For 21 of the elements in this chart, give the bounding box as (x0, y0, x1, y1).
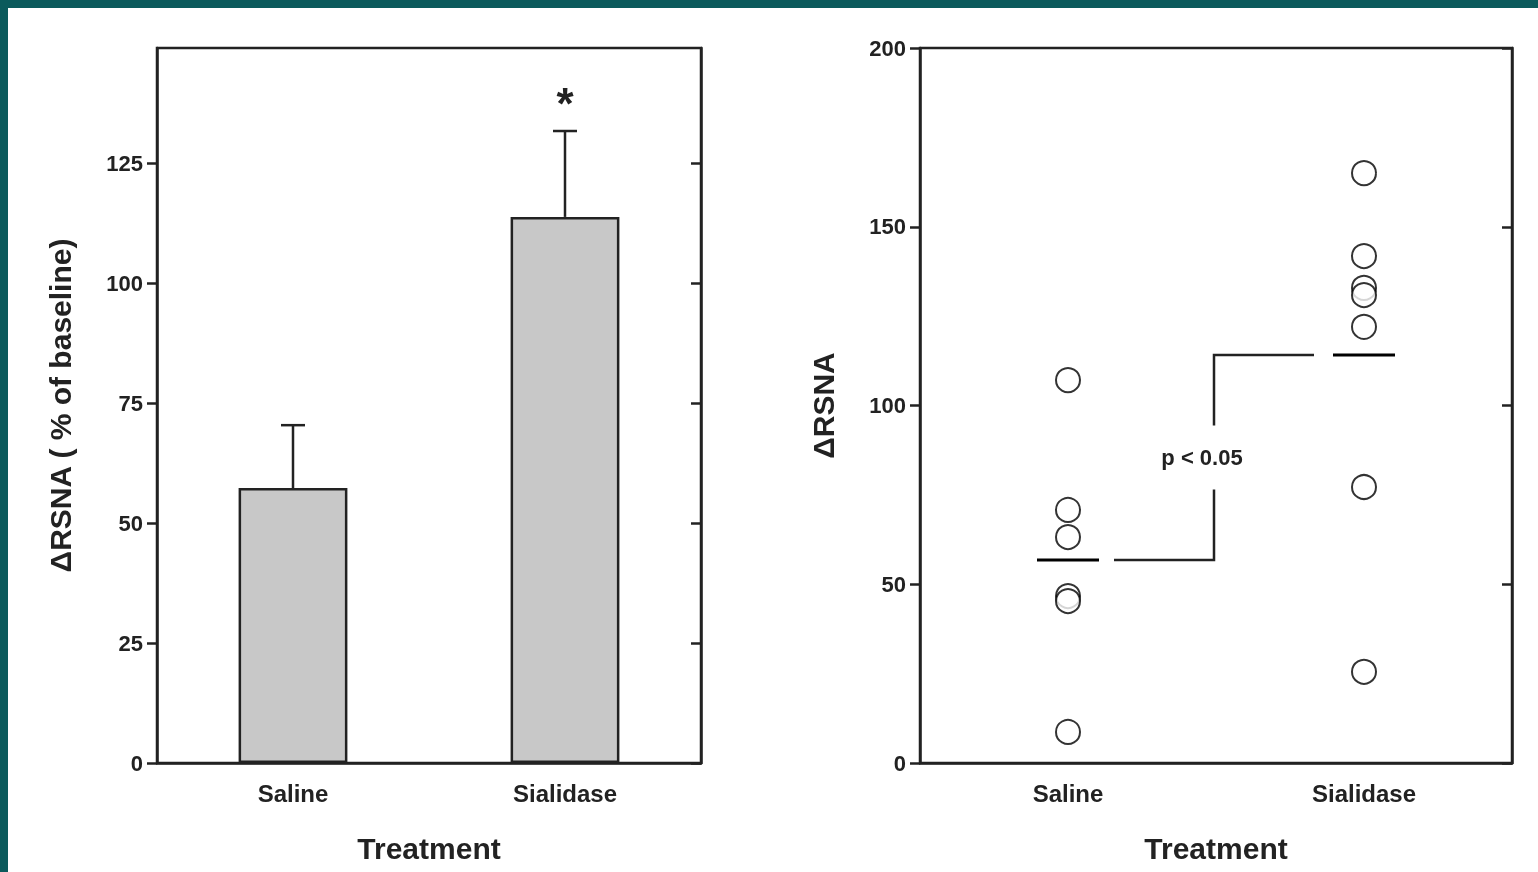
y-tick-label: 100 (869, 393, 906, 418)
annotation: * (556, 78, 575, 128)
y-tick-label: 75 (118, 390, 143, 416)
x-tick-label: Sialidase (1311, 779, 1417, 807)
annotation: p < 0.05 (1161, 445, 1243, 471)
y-axis-title: ΔRSNA ( % of baseline) (43, 238, 77, 573)
y-tick-label: 50 (881, 571, 906, 597)
x-tick-label: Sialidase (512, 779, 618, 807)
x-axis-title: Treatment (1144, 831, 1288, 865)
x-axis-title: Treatment (357, 831, 501, 865)
y-tick-label: 0 (130, 750, 143, 776)
y-tick-label: 200 (869, 35, 906, 61)
y-axis-title: ΔRSNA (806, 352, 840, 459)
y-tick-label: 125 (106, 150, 143, 176)
y-tick-label: 150 (869, 214, 906, 240)
y-tick-label: 0 (893, 750, 906, 776)
y-tick-label: 100 (106, 270, 143, 296)
y-tick-label: 25 (118, 630, 143, 656)
y-tick-label: 50 (118, 510, 143, 536)
x-tick-label: Saline (257, 779, 329, 807)
x-tick-label: Saline (1032, 779, 1104, 807)
